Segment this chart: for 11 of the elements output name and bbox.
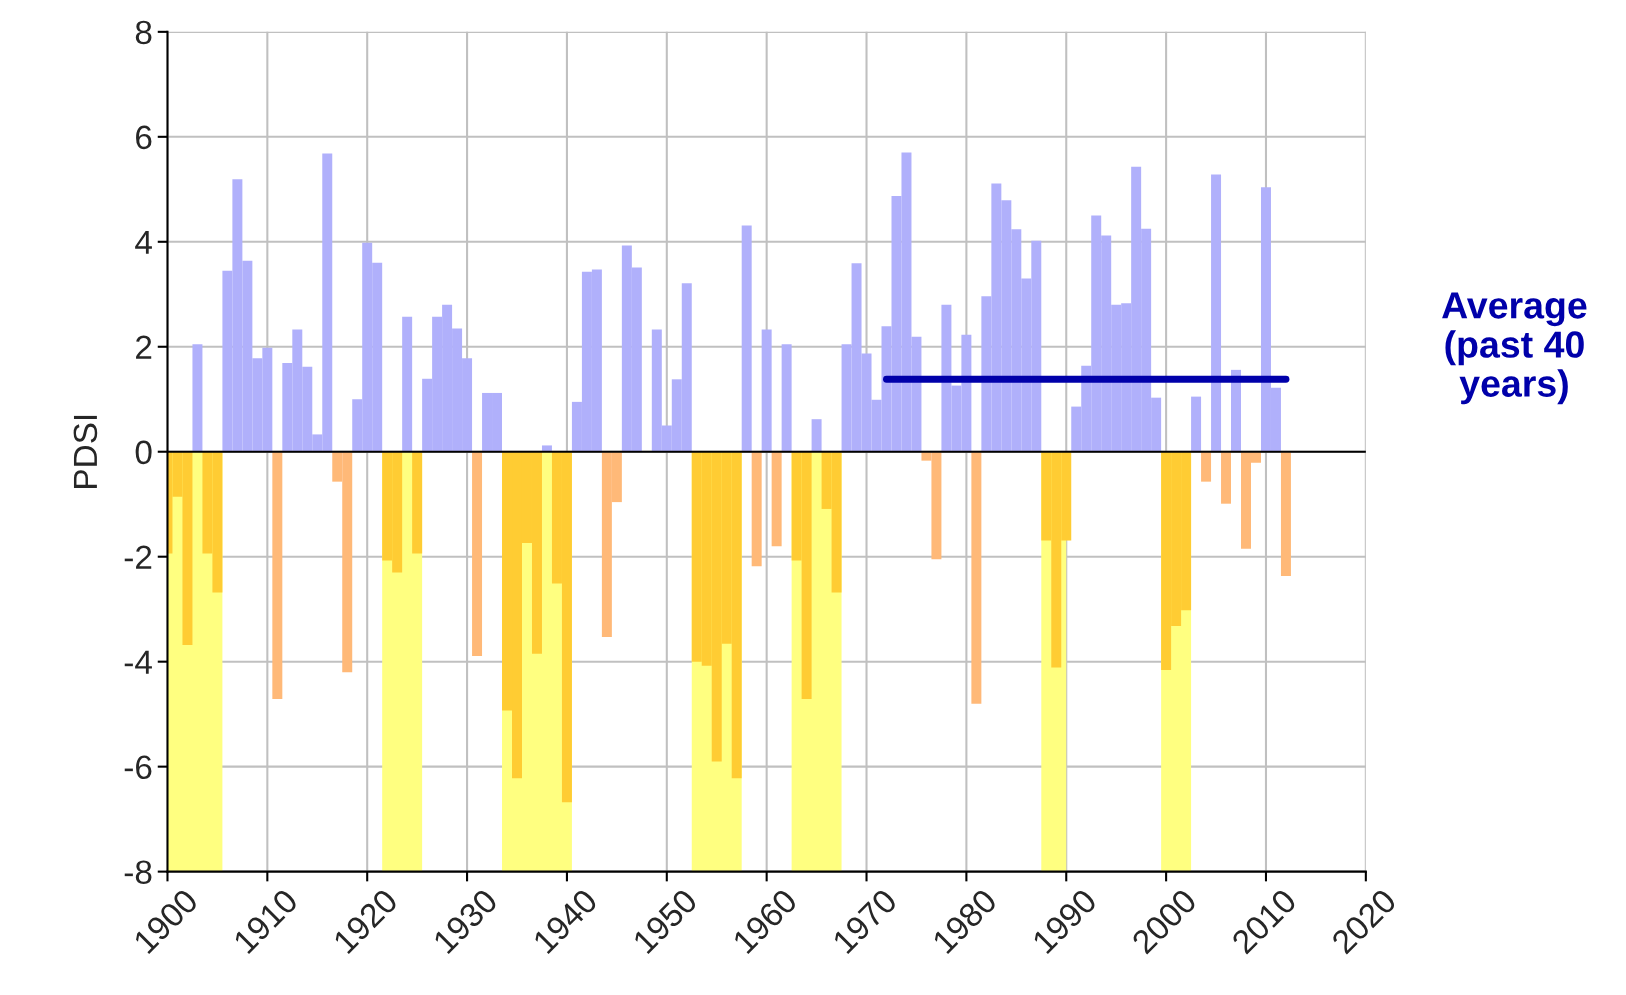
y-tick-label: 8 [135,20,152,45]
text: Average (past 40 years) [1442,292,1587,405]
y-tick-label: -4 [124,650,152,674]
y-tick-label: 2 [136,335,152,359]
y-tick-label: 0 [135,440,152,465]
y-tick-label: -6 [124,755,152,780]
y-tick-label: 6 [136,125,152,150]
y-tick-label: -8 [124,860,152,885]
y-tick-label: -2 [124,545,152,569]
y-tick-label: 4 [135,230,152,254]
y-axis-title: PDSI [73,415,98,488]
